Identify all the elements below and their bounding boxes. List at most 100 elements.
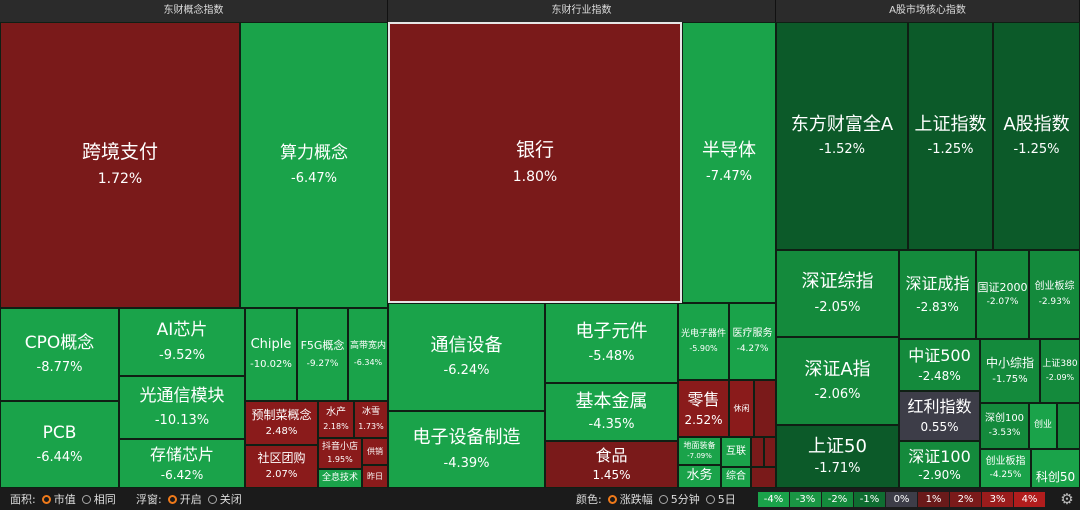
tile-small-red-1[interactable] — [754, 380, 776, 437]
tile-sse-380[interactable]: 上证380 -2.09% — [1040, 339, 1080, 403]
tile-bank[interactable]: 银行 1.80% — [388, 22, 682, 303]
tile-kuajing-zhifu[interactable]: 跨境支付 1.72% — [0, 22, 240, 308]
tile-small-red-2[interactable] — [751, 437, 764, 467]
tile-pct: -2.05% — [814, 299, 861, 315]
tile-szse-100[interactable]: 深证100 -2.90% — [899, 441, 980, 488]
tile-pct: -4.39% — [443, 455, 490, 471]
tile-name: 电子设备制造 — [412, 427, 521, 449]
tile-community-buy[interactable]: 社区团购 2.07% — [245, 445, 318, 488]
tile-f5g[interactable]: F5G概念 -9.27% — [297, 308, 348, 401]
tile-chinext-composite[interactable]: 创业板综 -2.93% — [1029, 250, 1080, 339]
tile-small-green-1[interactable] — [1057, 403, 1080, 449]
tile-sz-innovation-100[interactable]: 深创100 -3.53% — [980, 403, 1029, 449]
tile-pct: 2.48% — [265, 425, 298, 437]
tile-szse-a-index[interactable]: 深证A指 -2.06% — [776, 337, 899, 425]
tile-chinext-index[interactable]: 创业板指 -4.25% — [980, 449, 1031, 488]
tile-pct: -9.52% — [159, 347, 205, 363]
gear-icon[interactable]: ⚙ — [1060, 490, 1074, 508]
radio-icon[interactable] — [207, 494, 217, 504]
tile-pct: 2.18% — [323, 422, 349, 432]
tile-name: 全息技术 — [321, 472, 358, 483]
area-option-equal[interactable]: 相同 — [93, 493, 116, 506]
tile-szse-component[interactable]: 深证成指 -2.83% — [899, 250, 976, 339]
tile-name: 存储芯片 — [149, 444, 214, 464]
tile-name: A股指数 — [1003, 113, 1070, 135]
radio-icon[interactable] — [705, 494, 715, 504]
tile-retail[interactable]: 零售 2.52% — [678, 380, 729, 437]
tile-pct: -1.75% — [992, 373, 1028, 385]
tile-pct: 1.95% — [327, 455, 353, 465]
tile-pct: -3.53% — [988, 428, 1021, 439]
area-option-market-cap[interactable]: 市值 — [53, 493, 76, 506]
tile-aquatic[interactable]: 水产 2.18% — [318, 401, 354, 438]
tile-chinext[interactable]: 创业 — [1029, 403, 1057, 449]
tile-small-red-4[interactable] — [751, 467, 776, 488]
tile-hbm[interactable]: 高带宽内 -6.34% — [348, 308, 388, 401]
tile-optoelectronic[interactable]: 光电子器件 -5.90% — [678, 303, 729, 380]
tile-suanli[interactable]: 算力概念 -6.47% — [240, 22, 388, 308]
tile-szse-composite[interactable]: 深证综指 -2.05% — [776, 250, 899, 337]
color-option-5min[interactable]: 5分钟 — [670, 493, 700, 506]
tile-water[interactable]: 水务 — [678, 465, 721, 488]
tile-douyin-shop[interactable]: 抖音小店 1.95% — [318, 438, 362, 469]
color-option-5day[interactable]: 5日 — [717, 493, 736, 506]
tile-name: 深证A指 — [804, 358, 871, 380]
tile-chiplet[interactable]: Chiple -10.02% — [245, 308, 297, 401]
tile-supply-sale[interactable]: 供销 — [362, 438, 388, 465]
tile-holography[interactable]: 全息技术 — [318, 469, 362, 488]
tile-pct: -10.02% — [250, 359, 292, 371]
tile-food[interactable]: 食品 1.45% — [545, 441, 678, 488]
tile-ai-chip[interactable]: AI芯片 -9.52% — [119, 308, 245, 376]
tile-pct: -9.27% — [306, 358, 339, 369]
tile-name: 国证2000 — [977, 280, 1028, 294]
tile-shanghai-index[interactable]: 上证指数 -1.25% — [908, 22, 993, 250]
tile-ice-snow[interactable]: 冰雪 1.73% — [354, 401, 388, 438]
tile-pct: -2.93% — [1038, 296, 1071, 307]
tile-pct: 1.80% — [512, 168, 558, 185]
tile-pct: -7.47% — [706, 168, 752, 184]
tile-cni-2000[interactable]: 国证2000 -2.07% — [976, 250, 1029, 339]
color-option-change[interactable]: 涨跌幅 — [619, 493, 653, 506]
tile-name: 上证380 — [1042, 359, 1078, 370]
tile-base-metal[interactable]: 基本金属 -4.35% — [545, 383, 678, 441]
radio-icon[interactable] — [41, 494, 51, 504]
tile-storage-chip[interactable]: 存储芯片 -6.42% — [119, 439, 245, 488]
radio-icon[interactable] — [81, 494, 91, 504]
tile-eastmoney-all-a[interactable]: 东方财富全A -1.52% — [776, 22, 908, 250]
radio-icon[interactable] — [658, 494, 668, 504]
tile-prepared-food[interactable]: 预制菜概念 2.48% — [245, 401, 318, 445]
tile-name: 昨日 — [367, 471, 383, 481]
radio-icon[interactable] — [167, 494, 177, 504]
tile-name: 水务 — [686, 468, 713, 484]
tile-name: 深证成指 — [905, 274, 970, 293]
tile-dividend-index[interactable]: 红利指数 0.55% — [899, 391, 980, 441]
tile-pct: -2.90% — [918, 467, 961, 482]
tile-csi-500[interactable]: 中证500 -2.48% — [899, 339, 980, 391]
tile-internet[interactable]: 互联 — [721, 437, 751, 467]
tile-name: 半导体 — [702, 140, 756, 162]
tile-pcb[interactable]: PCB -6.44% — [0, 401, 119, 488]
float-option-on[interactable]: 开启 — [179, 493, 202, 506]
tile-sme-composite[interactable]: 中小综指 -1.75% — [980, 339, 1040, 403]
tile-star-50[interactable]: 科创50 — [1031, 449, 1080, 488]
tile-a-share-index[interactable]: A股指数 -1.25% — [993, 22, 1080, 250]
tile-semiconductor[interactable]: 半导体 -7.47% — [682, 22, 776, 303]
tile-small-red-3[interactable] — [764, 437, 776, 467]
radio-icon[interactable] — [607, 494, 617, 504]
float-option-off[interactable]: 关闭 — [219, 493, 242, 506]
tile-leisure[interactable]: 休闲 — [729, 380, 754, 437]
tile-name: 算力概念 — [280, 143, 348, 164]
tile-sse-50[interactable]: 上证50 -1.71% — [776, 425, 899, 488]
tile-electronic-parts[interactable]: 电子元件 -5.48% — [545, 303, 678, 383]
tile-ground-equip[interactable]: 地面装备 -7.09% — [678, 437, 721, 465]
tile-medical-service[interactable]: 医疗服务 -4.27% — [729, 303, 776, 380]
legend-item: -4% — [758, 492, 789, 507]
tile-cpo[interactable]: CPO概念 -8.77% — [0, 308, 119, 401]
tile-pct: 2.07% — [265, 469, 298, 481]
tile-optical-module[interactable]: 光通信模块 -10.13% — [119, 376, 245, 439]
color-label: 颜色: — [576, 493, 602, 506]
tile-composite[interactable]: 综合 — [721, 467, 751, 488]
tile-telecom-equip[interactable]: 通信设备 -6.24% — [388, 303, 545, 411]
tile-yesterday[interactable]: 昨日 — [362, 465, 388, 488]
tile-electronic-equip-mfg[interactable]: 电子设备制造 -4.39% — [388, 411, 545, 488]
